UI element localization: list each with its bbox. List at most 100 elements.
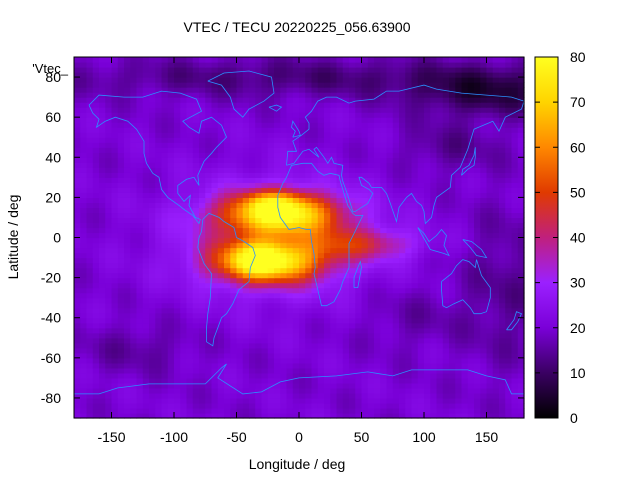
heatmap-cell [155,327,163,334]
heatmap-cell [86,152,94,158]
heatmap-cell [217,207,225,214]
heatmap-cell [199,207,206,214]
heatmap-cell [136,297,144,304]
heatmap-cell [224,347,231,354]
heatmap-cell [317,222,325,229]
heatmap-cell [467,82,475,88]
heatmap-cell [255,182,263,188]
heatmap-cell [136,322,144,329]
heatmap-cell [449,102,456,108]
heatmap-cell [474,107,481,113]
heatmap-cell [130,152,138,158]
heatmap-cell [74,327,81,334]
heatmap-cell [449,407,456,414]
heatmap-cell [192,142,200,148]
heatmap-cell [424,142,431,148]
heatmap-cell [442,382,450,389]
heatmap-cell [517,152,525,158]
heatmap-cell [261,372,269,379]
heatmap-cell [174,367,181,374]
heatmap-cell [405,247,413,254]
heatmap-cell [230,387,238,394]
heatmap-cell [261,172,269,178]
heatmap-cell [130,72,138,78]
heatmap-cell [424,262,431,269]
heatmap-cell [92,357,100,364]
heatmap-cell [405,112,413,118]
heatmap-cell [236,247,244,254]
heatmap-cell [111,382,119,389]
heatmap-cell [474,267,481,274]
heatmap-cell [86,277,94,284]
heatmap-cell [267,282,275,289]
heatmap-cell [117,327,125,334]
heatmap-cell [199,182,206,188]
heatmap-cell [399,122,406,128]
heatmap-cell [430,287,438,294]
heatmap-cell [461,277,469,284]
heatmap-cell [130,267,138,274]
heatmap-cell [124,237,131,244]
heatmap-cell [136,312,144,319]
heatmap-cell [255,377,263,384]
heatmap-cell [280,357,288,364]
heatmap-cell [461,222,469,229]
heatmap-cell [417,77,425,83]
heatmap-cell [336,307,344,314]
heatmap-cell [111,212,119,219]
heatmap-cell [136,392,144,399]
heatmap-cell [517,387,525,394]
heatmap-cell [374,157,381,163]
heatmap-cell [517,197,525,203]
heatmap-cell [280,262,288,269]
heatmap-cell [117,282,125,289]
heatmap-cell [192,202,200,209]
heatmap-cell [436,117,444,123]
heatmap-cell [411,267,419,274]
heatmap-cell [361,402,369,409]
heatmap-cell [174,172,181,178]
heatmap-cell [330,182,338,188]
heatmap-cell [142,292,150,299]
heatmap-cell [492,127,500,133]
heatmap-cell [330,337,338,344]
heatmap-cell [149,347,156,354]
heatmap-cell [499,282,506,289]
heatmap-cell [155,352,163,359]
heatmap-cell [367,157,375,163]
heatmap-cell [111,312,119,319]
heatmap-cell [455,367,463,374]
heatmap-cell [205,162,213,168]
heatmap-cell [342,152,350,158]
heatmap-cell [492,77,500,83]
heatmap-cell [380,357,388,364]
heatmap-cell [86,267,94,274]
heatmap-cell [405,412,413,419]
heatmap-cell [399,272,406,279]
heatmap-cell [161,362,169,369]
heatmap-cell [267,72,275,78]
heatmap-cell [380,297,388,304]
heatmap-cell [349,267,356,274]
heatmap-cell [261,242,269,249]
heatmap-cell [486,107,494,113]
heatmap-cell [236,322,244,329]
heatmap-cell [292,177,300,183]
heatmap-cell [405,257,413,264]
heatmap-cell [161,352,169,359]
heatmap-cell [511,247,519,254]
heatmap-cell [280,332,288,339]
heatmap-cell [186,147,194,153]
heatmap-cell [324,147,331,153]
heatmap-cell [336,257,344,264]
heatmap-cell [180,152,188,158]
heatmap-cell [474,397,481,404]
heatmap-cell [449,202,456,209]
heatmap-cell [455,362,463,369]
heatmap-cell [236,207,244,214]
heatmap-cell [386,122,394,128]
heatmap-cell [267,247,275,254]
heatmap-cell [511,412,519,419]
heatmap-cell [505,137,513,143]
heatmap-cell [330,402,338,409]
